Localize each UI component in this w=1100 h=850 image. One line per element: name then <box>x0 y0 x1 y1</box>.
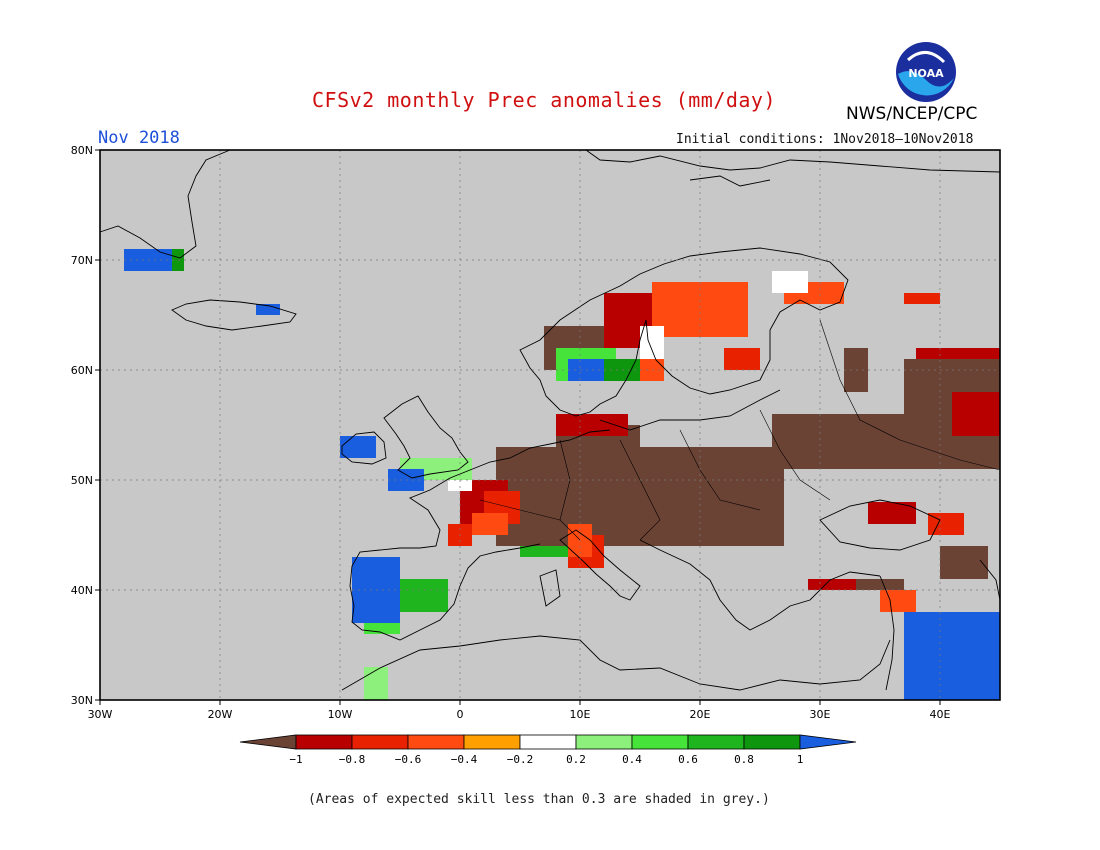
lon-tick-label: 30W <box>88 708 113 721</box>
anomaly-region-dry06 <box>904 293 940 304</box>
chart-title: CFSv2 monthly Prec anomalies (mm/day) <box>312 88 777 112</box>
anomaly-region-neutral <box>448 480 472 491</box>
gridlines <box>100 150 1000 700</box>
noaa-logo-text: NOAA <box>908 67 944 80</box>
colorbar-tick-label: −0.8 <box>339 753 366 766</box>
colorbar-tick-label: −0.6 <box>395 753 422 766</box>
anomaly-region-dry1 <box>940 546 988 579</box>
anomaly-region-neutral <box>640 326 664 359</box>
anomaly-region-dry04 <box>472 513 508 535</box>
anomaly-region-dry04 <box>652 282 748 337</box>
colorbar-tick-label: −1 <box>289 753 302 766</box>
lon-tick-label: 0 <box>457 708 464 721</box>
lat-tick-label: 80N <box>71 144 93 157</box>
lon-tick-label: 20W <box>208 708 233 721</box>
colorbar-cell-wet1 <box>799 734 857 750</box>
anomaly-region-neutral <box>772 271 808 293</box>
noaa-logo-icon: NOAA <box>896 42 956 102</box>
colorbar-tick-label: −0.2 <box>507 753 534 766</box>
anomaly-region-wet06 <box>520 546 568 557</box>
lon-tick-label: 10W <box>328 708 353 721</box>
colorbar-cell-neutral <box>519 734 577 750</box>
anomaly-regions <box>124 249 1000 700</box>
colorbar-tick-label: 0.2 <box>566 753 586 766</box>
anomaly-region-dry04 <box>880 590 916 612</box>
colorbar-cell-wet04 <box>631 734 689 750</box>
lat-tick-label: 30N <box>71 694 93 707</box>
colorbar-cell-dry04 <box>407 734 465 750</box>
anomaly-region-wet02 <box>364 667 388 700</box>
colorbar-cell-dry1 <box>239 734 297 750</box>
colorbar-cell-wet06 <box>687 734 745 750</box>
anomaly-region-wet1 <box>904 612 1000 700</box>
lat-tick-label: 50N <box>71 474 93 487</box>
lon-tick-label: 30E <box>810 708 831 721</box>
initial-conditions: Initial conditions: 1Nov2018–10Nov2018 <box>676 132 974 147</box>
colorbar-tick-label: 0.8 <box>734 753 754 766</box>
colorbar-tick-label: −0.4 <box>451 753 478 766</box>
map-frame <box>99 149 1001 701</box>
lat-tick-label: 40N <box>71 584 93 597</box>
anomaly-region-wet1 <box>340 436 376 458</box>
anomaly-region-dry08 <box>916 348 1000 359</box>
anomaly-region-wet06 <box>400 579 448 612</box>
anomaly-region-dry1 <box>496 447 784 546</box>
colorbar-tick-label: 1 <box>797 753 804 766</box>
lon-tick-label: 20E <box>690 708 711 721</box>
forecast-month: Nov 2018 <box>98 128 180 148</box>
colorbar-cell-wet08 <box>743 734 801 750</box>
lat-tick-label: 70N <box>71 254 93 267</box>
colorbar-tick-label: 0.4 <box>622 753 642 766</box>
lon-tick-label: 10E <box>570 708 591 721</box>
anomaly-region-dry08 <box>808 579 856 590</box>
agency-label: NWS/NCEP/CPC <box>846 104 978 124</box>
axis-ticks: 30W 20W 10W 0 10E 20E 30E 40E 30N 40N 50N 60N 70N 80N <box>71 144 951 721</box>
colorbar-tick-label: 0.6 <box>678 753 698 766</box>
anomaly-region-dry08 <box>952 392 1000 436</box>
lon-tick-label: 40E <box>930 708 951 721</box>
anomaly-region-dry06 <box>928 513 964 535</box>
anomaly-region-wet1 <box>256 304 280 315</box>
lat-tick-label: 60N <box>71 364 93 377</box>
colorbar-cell-wet02 <box>575 734 633 750</box>
anomaly-region-dry06 <box>724 348 760 370</box>
colorbar-cell-dry08 <box>295 734 353 750</box>
skill-note: (Areas of expected skill less than 0.3 a… <box>308 792 770 807</box>
anomaly-region-dry1 <box>844 579 904 590</box>
anomaly-region-dry08 <box>556 414 628 436</box>
anomaly-region-dry08 <box>868 502 916 524</box>
colorbar: −1 −0.8 −0.6 −0.4 −0.2 0.2 0.4 0.6 0.8 1 <box>239 734 857 766</box>
colorbar-cell-dry02 <box>463 734 521 750</box>
colorbar-cell-dry06 <box>351 734 409 750</box>
